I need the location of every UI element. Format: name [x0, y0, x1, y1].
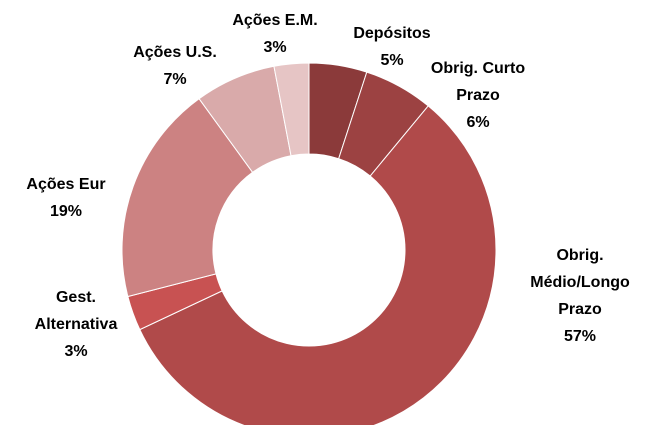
slice [139, 105, 497, 425]
value-label: 3% [263, 39, 287, 56]
value-label: 6% [466, 114, 490, 131]
slice-label: Obrig. Médio/Longo Prazo 57% [515, 242, 645, 350]
slice-label: Obrig. Curto Prazo 6% [413, 55, 543, 136]
category-label: Ações Eur [26, 176, 106, 193]
category-label: Ações E.M. [232, 12, 318, 29]
value-label: 19% [49, 203, 83, 220]
slice-label: Ações U.S. 7% [120, 39, 230, 93]
slice-label: Ações Eur 19% [6, 171, 126, 225]
category-label: Obrig. Médio/Longo Prazo [530, 247, 630, 318]
slice-label: Ações E.M. 3% [220, 7, 330, 61]
value-label: 57% [563, 328, 597, 345]
slice-label: Gest. Alternativa 3% [21, 284, 131, 365]
slice-label: Depósitos 5% [337, 20, 447, 74]
category-label: Ações U.S. [133, 44, 217, 61]
category-label: Obrig. Curto Prazo [430, 60, 526, 104]
slice [273, 62, 310, 157]
value-label: 5% [380, 52, 404, 69]
category-label: Depósitos [353, 25, 431, 42]
value-label: 7% [163, 71, 187, 88]
category-label: Gest. Alternativa [34, 289, 118, 333]
slice [121, 98, 254, 298]
value-label: 3% [64, 343, 88, 360]
